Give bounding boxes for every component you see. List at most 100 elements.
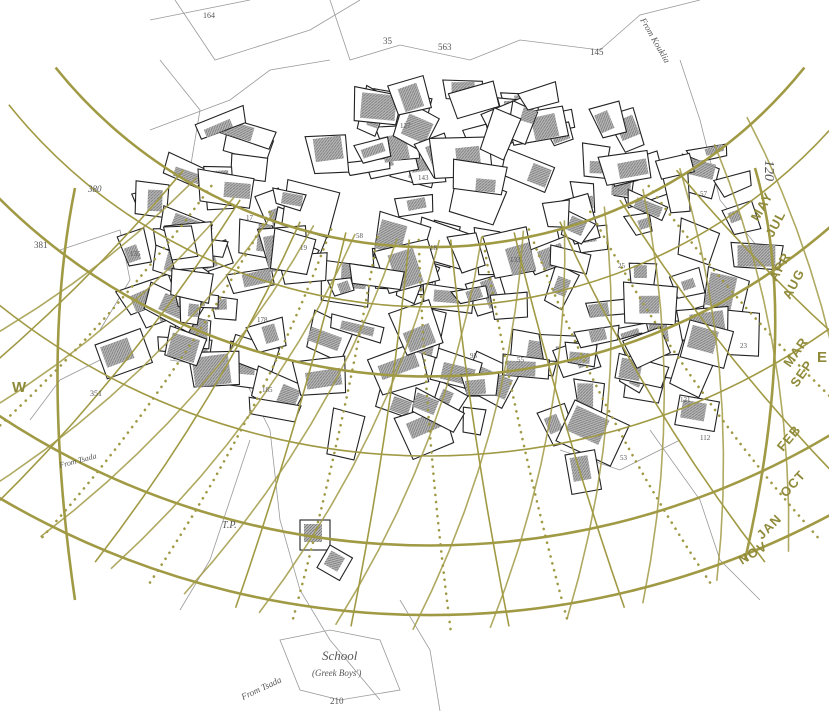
building-block [194,104,247,140]
building-block [621,326,672,369]
hour-line [0,199,241,502]
parcel-number: 143 [418,174,429,182]
parcel-number: 178 [257,316,268,324]
crossing-arc [40,224,315,538]
parcel-number: 25 [618,262,626,270]
hour-line [234,232,347,608]
declination-arc [0,304,829,457]
parcel-number: 121 [680,396,691,404]
crossing-arc [412,230,525,631]
hour-line [619,199,829,470]
parcel-number: 35 [383,36,393,46]
building-block [387,298,444,356]
hour-line [291,235,379,621]
crossing-arc [334,237,483,626]
building-block [94,327,154,380]
declination-arc [54,66,806,249]
base-map-lines [29,0,761,711]
building-block [479,106,522,161]
parcel-number: 145 [590,47,604,57]
building-block [679,319,735,370]
building-block [374,387,418,420]
hour-line [513,232,626,608]
parcel-number: 563 [438,42,452,52]
month-label-feb: FEB [774,422,804,454]
building-block [541,199,570,228]
crossing-arc [489,220,566,629]
building-block [330,313,385,344]
hour-line [449,239,510,627]
crossing-arc [642,188,666,604]
parcel-number: 23 [740,342,748,350]
compass-east-label: E [817,349,827,366]
building-block [386,74,433,116]
building-block [489,291,529,321]
building-block [712,170,752,198]
building-block [560,209,597,245]
building-block [628,262,658,287]
building-block [668,266,706,299]
building-block [573,324,620,349]
building-block [164,325,208,367]
parcel-number: 185 [262,386,273,394]
parcel-number: 380 [87,184,102,194]
parcel-number: 17 [246,214,254,222]
crossing-arc [0,212,274,483]
hour-line [481,235,569,621]
building-block [516,81,560,111]
hour-line [0,184,213,428]
building-block [597,149,652,186]
parcel-number: 95 [470,352,478,360]
declination-arc [8,104,829,308]
building-block [316,544,354,582]
building-block [353,136,392,164]
parcel-number: 127 [400,122,411,130]
month-label-jan: JAN [754,511,785,542]
building-block [588,100,628,139]
school-sublabel: (Greek Boys') [312,668,361,678]
building-block [622,281,679,326]
building-block [245,316,287,354]
hour-line [94,221,301,563]
building-block [501,353,550,380]
crossing-arc [258,239,441,614]
hour-line [40,210,271,539]
sunpath-edge-left [56,187,77,601]
crossing-arc [566,206,613,620]
crossing-arc [713,143,790,552]
hour-line [0,169,185,359]
parcel-number: 57 [700,190,708,198]
building-block [393,193,434,218]
building-block [272,187,307,212]
school-label: School [322,648,358,663]
crossing-arc [746,116,829,339]
building-block [116,227,153,267]
crossing-arc [0,177,198,333]
parcel-number: 18 [430,244,438,252]
parcel-number: 120 [761,160,776,181]
parcel-number: 381 [34,240,48,250]
month-label-nov: NOV [736,538,770,567]
hour-line [527,228,712,585]
building-block [291,355,347,396]
parcel-number: 351 [90,389,102,398]
building-block [447,80,500,120]
buildings [94,74,784,582]
building-block [197,168,255,209]
crossing-arc [0,196,235,404]
hour-line [350,239,411,627]
from-label-bottom: From Tsada [239,674,284,702]
hour-line [148,228,333,585]
parcel-number: T.P. [222,520,237,531]
crossing-arc [678,167,725,581]
building-block [674,394,721,433]
month-label-oct: OCT [777,467,809,500]
building-block [170,267,214,304]
hour-line [647,184,829,398]
parcel-number: 164 [203,11,215,20]
compass-west-label: W [12,379,27,396]
building-block [500,147,556,194]
building-block [304,134,350,175]
crossing-arc [110,233,356,570]
